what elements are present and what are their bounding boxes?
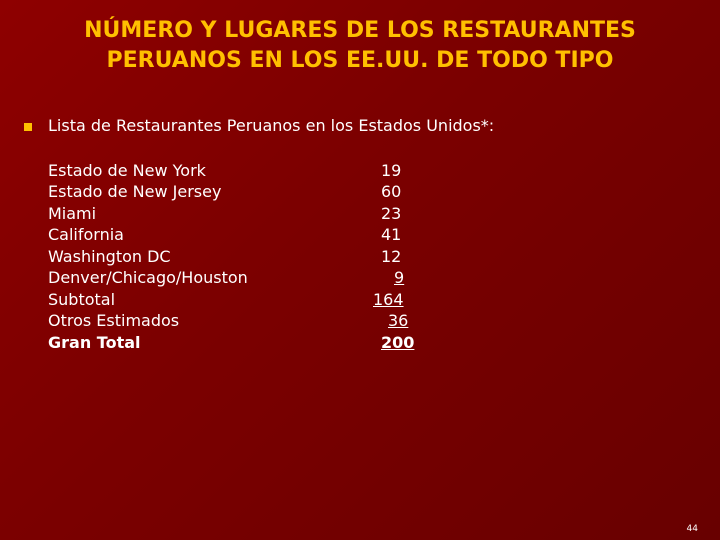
row-value-total: 200 <box>381 333 415 352</box>
row-value: 164 <box>373 290 404 309</box>
row-value: 36 <box>388 311 409 330</box>
row-value: 60 <box>381 182 402 201</box>
row-label: Subtotal <box>48 290 116 309</box>
row-value: 12 <box>381 247 402 266</box>
row-label-total: Gran Total <box>48 333 141 352</box>
row-label: Otros Estimados <box>48 311 180 330</box>
row-value: 41 <box>381 225 402 244</box>
row-label: California <box>48 225 124 244</box>
row-value: 23 <box>381 204 402 223</box>
title-line-1: NÚMERO Y LUGARES DE LOS RESTAURANTES <box>84 18 636 43</box>
title-line-2: PERUANOS EN LOS EE.UU. DE TODO TIPO <box>106 48 614 73</box>
row-value: 9 <box>394 268 405 287</box>
row-label: Estado de New York <box>48 161 206 180</box>
row-label: Washington DC <box>48 247 171 266</box>
row-label: Denver/Chicago/Houston <box>48 268 248 287</box>
page-number: 44 <box>686 524 698 534</box>
slide-title: NÚMERO Y LUGARES DE LOS RESTAURANTES PER… <box>0 16 720 76</box>
row-label: Miami <box>48 204 97 223</box>
bullet-text: Lista de Restaurantes Peruanos en los Es… <box>48 116 495 135</box>
row-value: 19 <box>381 161 402 180</box>
row-label: Estado de New Jersey <box>48 182 222 201</box>
bullet-square-icon <box>24 123 32 131</box>
